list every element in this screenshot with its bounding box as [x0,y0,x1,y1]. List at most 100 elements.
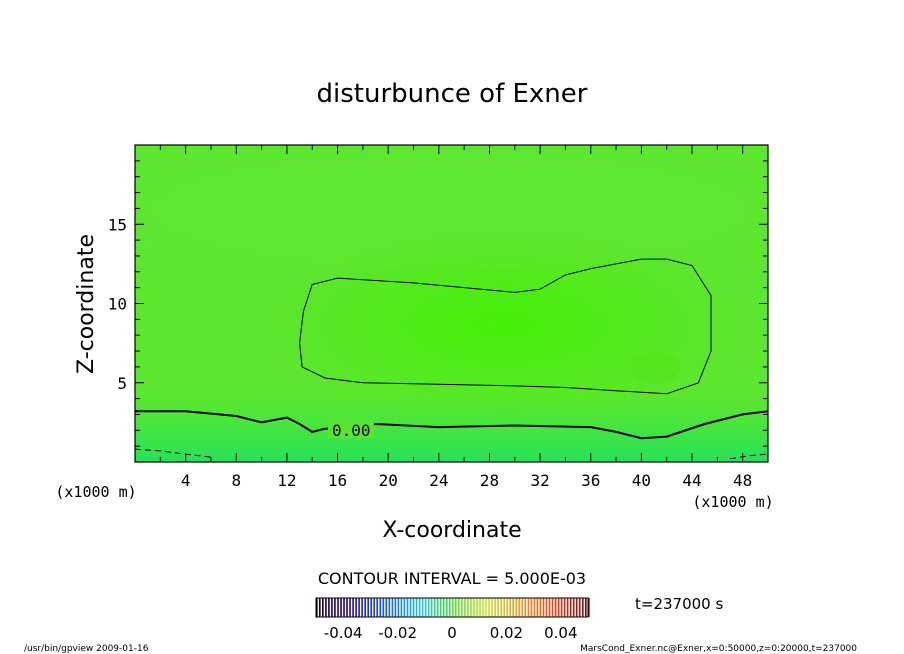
colorbar-stripe [488,598,490,617]
colorbar-stripe [449,598,451,617]
y-axis-label: Z-coordinate [74,234,99,374]
x-tick-label-5: 24 [429,471,448,490]
field-left-region [135,205,180,285]
colorbar-stripe [557,598,560,617]
time-annotation: t=237000 s [635,595,723,613]
y-tick-label-1: 10 [108,295,127,314]
colorbar-stripe [346,598,348,617]
z-unit-label: (x1000 m) [55,483,136,501]
colorbar-stripe [585,598,587,617]
colorbar-frame [315,597,589,618]
colorbar-stripe [479,598,481,617]
colorbar-stripe [476,598,478,617]
colorbar-stripe [548,598,551,617]
contour-lines [135,258,768,460]
x-tick-label-9: 40 [632,471,651,490]
colorbar-stripe [536,598,539,617]
colorbar-stripe [467,598,469,617]
y-tick-label-0: 5 [117,374,127,393]
colorbar-stripe [406,598,409,617]
colorbar-stripe [506,598,509,617]
colorbar-tick-label-1: -0.02 [378,624,417,642]
colorbar-stripe [497,598,499,617]
x-tick-label-4: 20 [379,471,398,490]
colorbar-stripe [515,598,518,617]
colorbar-stripe [430,598,433,617]
contour-label-bg [328,421,374,438]
colorbar-tick-label-2: 0 [447,624,457,642]
colorbar-stripe [388,598,391,617]
colorbar-stripe [340,598,342,617]
contour-line-1 [299,258,712,395]
colorbar-stripe [361,598,363,617]
colorbar-stripe [409,598,412,617]
colorbar-stripe [316,598,318,617]
colorbar-stripe [512,598,515,617]
colorbar-stripe [385,598,388,617]
x-tick-label-3: 16 [328,471,347,490]
colorbar-stripe [533,598,536,617]
footer-left: /usr/bin/gpview 2009-01-16 [24,644,149,654]
colorbar-stripe [328,598,330,617]
colorbar-stripe [424,598,427,617]
colorbar-stripe [427,598,430,617]
footer-right: MarsCond_Exner.nc@Exner,x=0:50000,z=0:20… [580,644,857,654]
colorbar-stripe [521,598,524,617]
plot-area [135,145,768,462]
colorbar-stripe [439,598,442,617]
colorbar-stripe [452,598,454,617]
colorbar-stripe [319,598,321,617]
colorbar-stripe [569,598,572,617]
contour-interval-text: CONTOUR INTERVAL = 5.000E-03 [318,569,586,588]
colorbar-stripe [560,598,563,617]
colorbar-stripe [442,598,445,617]
x-tick-label-0: 4 [181,471,191,490]
contour-line-2 [135,448,212,458]
colorbar-tick-labels: -0.04 -0.02 0 0.02 0.04 [324,624,578,642]
colorbar-stripe [518,598,521,617]
colorbar-stripe [412,598,415,617]
x-tick-label-7: 32 [530,471,549,490]
colorbar-stripe [433,598,436,617]
colorbar-tick-label-0: -0.04 [324,624,363,642]
colorbar-stripe [373,598,376,617]
colorbar-stripe [461,598,463,617]
colorbar-stripe [379,598,382,617]
colorbar-stripe [473,598,475,617]
contour-label: 0.00 [332,421,371,440]
colorbar-stripe [530,598,533,617]
colorbar-stripe [397,598,400,617]
colorbar-stripe [572,598,575,617]
contour-line-0 [135,410,768,440]
y-tick-label-2: 15 [108,215,127,234]
colorbar-stripe [325,598,327,617]
colorbar-stripe [355,598,357,617]
colorbar-stripe [491,598,493,617]
colorbar-stripe [367,598,370,617]
colorbar-stripe [566,598,569,617]
colorbar-stripe [527,598,530,617]
colorbar-stripe [391,598,394,617]
colorbar-stripe [539,598,542,617]
colorbar-stripe [524,598,527,617]
colorbar-stripe [464,598,466,617]
x-tick-label-10: 44 [682,471,701,490]
colorbar-stripe [334,598,336,617]
colorbar-stripe [458,598,460,617]
x-tick-label-6: 28 [480,471,499,490]
colorbar-stripe [588,598,590,617]
colorbar-stripe [343,598,345,617]
colorbar-stripe [470,598,472,617]
colorbar-stripe [376,598,379,617]
colorbar-stripe [337,598,339,617]
colorbar-stripe [421,598,424,617]
colorbar-stripe [551,598,554,617]
colorbar-stripe [482,598,484,617]
colorbar-stripe [394,598,397,617]
colorbar-stripe [415,598,418,617]
colorbar-stripe [503,598,506,617]
colorbar-stripe [554,598,557,617]
colorbar-stripe [370,598,373,617]
